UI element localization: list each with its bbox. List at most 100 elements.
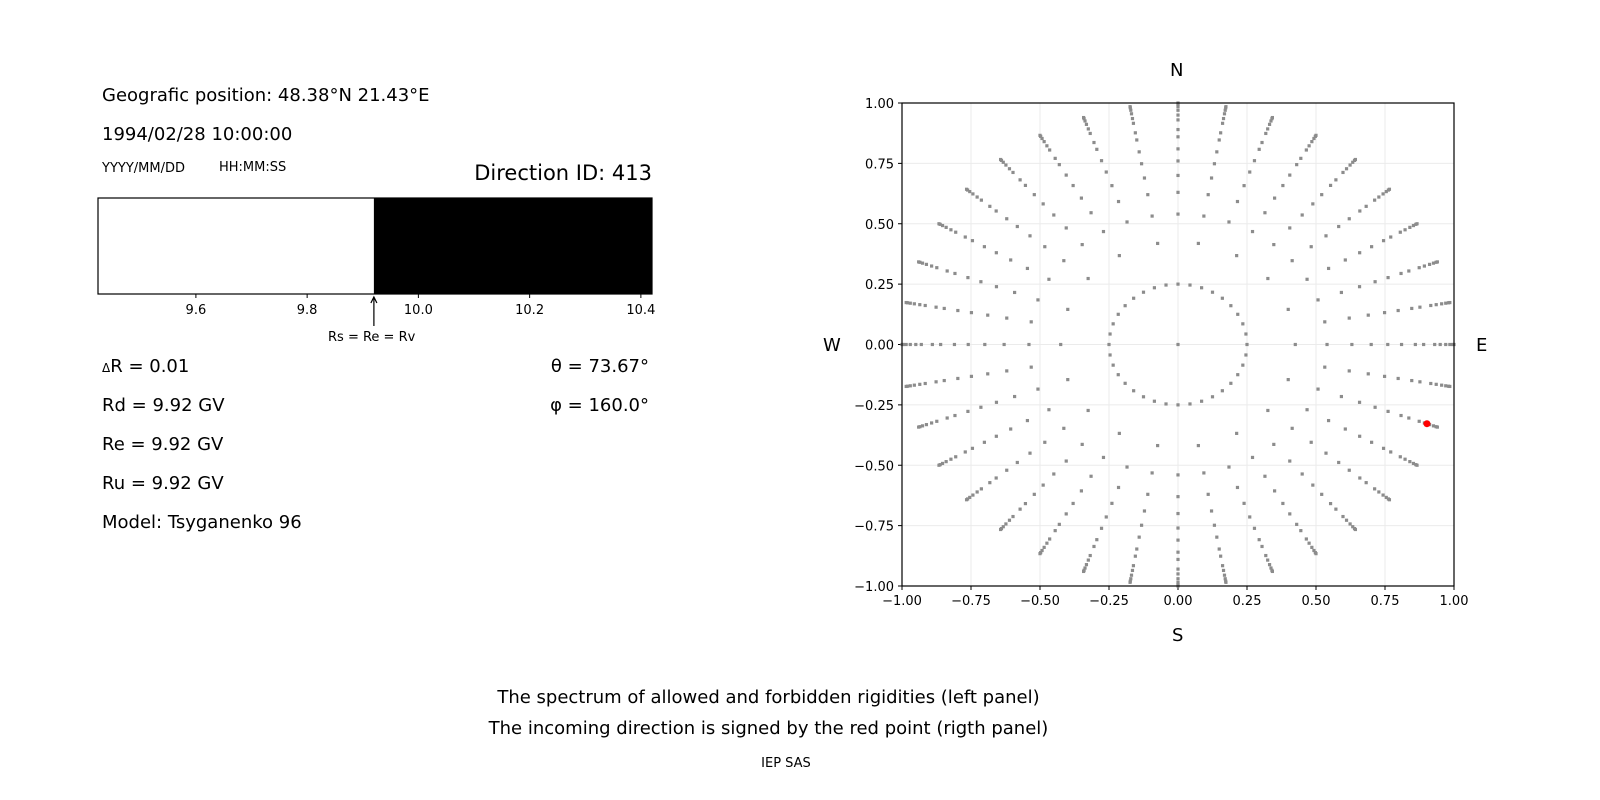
- grid-point: [1164, 402, 1168, 406]
- grid-point: [930, 342, 934, 347]
- grid-point: [930, 421, 934, 425]
- grid-point: [1128, 580, 1132, 584]
- grid-point: [1304, 148, 1308, 152]
- grid-point: [1092, 140, 1096, 145]
- grid-point: [940, 461, 945, 466]
- grid-point: [1448, 300, 1452, 305]
- grid-point: [1007, 167, 1012, 171]
- delta-r: ΔR = 0.01: [102, 356, 189, 377]
- grid-point: [1341, 170, 1345, 175]
- grid-point: [1314, 133, 1318, 137]
- grid-point: [1129, 108, 1133, 112]
- grid-point: [1373, 198, 1377, 202]
- grid-point: [1123, 381, 1127, 385]
- grid-point: [1435, 260, 1439, 264]
- grid-point: [1264, 131, 1268, 136]
- grid-point: [1266, 127, 1270, 131]
- grid-point: [1235, 431, 1239, 435]
- y-tick-label: 0.00: [865, 339, 894, 354]
- grid-point: [930, 264, 934, 268]
- grid-point: [1399, 342, 1404, 347]
- grid-point: [994, 285, 999, 289]
- grid-point: [1418, 305, 1422, 309]
- grid-point: [1176, 135, 1180, 139]
- grid-point: [1176, 538, 1180, 542]
- grid-point: [1176, 473, 1180, 477]
- grid-point: [1133, 131, 1137, 135]
- grid-point: [1334, 507, 1338, 511]
- grid-point: [1444, 301, 1448, 305]
- grid-point: [1431, 424, 1436, 428]
- grid-point: [983, 342, 987, 347]
- grid-point: [1422, 264, 1426, 268]
- grid-point: [1381, 446, 1386, 450]
- grid-point: [1326, 266, 1331, 271]
- grid-point: [1288, 173, 1292, 177]
- grid-point: [954, 455, 958, 459]
- re-value: Re = 9.92 GV: [102, 434, 224, 455]
- grid-point: [1369, 342, 1373, 347]
- grid-point: [1351, 525, 1355, 529]
- grid-point: [1013, 394, 1017, 399]
- credit: IEP SAS: [761, 756, 811, 771]
- grid-point: [979, 198, 983, 202]
- grid-point: [1108, 332, 1112, 336]
- time-format-label: HH:MM:SS: [219, 160, 287, 175]
- grid-point: [1373, 487, 1377, 491]
- grid-point: [1057, 522, 1061, 526]
- grid-point: [1007, 518, 1012, 522]
- theta-value: θ = 73.67°: [550, 356, 649, 377]
- grid-point: [1082, 115, 1086, 120]
- grid-point: [986, 313, 990, 317]
- grid-point: [1316, 387, 1320, 391]
- grid-point: [1132, 296, 1136, 300]
- grid-point: [1370, 440, 1374, 444]
- grid-point: [1089, 474, 1093, 478]
- grid-point: [1387, 187, 1392, 191]
- grid-point: [1146, 193, 1150, 197]
- grid-point: [994, 251, 998, 255]
- grid-point: [1202, 471, 1206, 475]
- grid-point: [1210, 290, 1215, 294]
- grid-point: [1018, 178, 1022, 182]
- grid-point: [1290, 426, 1294, 430]
- grid-point: [1300, 213, 1304, 217]
- grid-point: [998, 527, 1003, 532]
- grid-point: [1116, 199, 1121, 204]
- grid-point: [1281, 501, 1285, 506]
- grid-point: [1334, 178, 1338, 182]
- grid-point: [1270, 569, 1274, 574]
- grid-point: [1328, 183, 1333, 188]
- grid-point: [1248, 515, 1252, 519]
- x-tick-label: 10.4: [626, 303, 655, 318]
- grid-point: [1273, 196, 1277, 200]
- grid-point: [1176, 567, 1180, 571]
- grid-point: [912, 302, 916, 306]
- grid-point: [1267, 563, 1272, 567]
- grid-point: [917, 425, 921, 429]
- grid-point: [968, 495, 972, 500]
- grid-point: [1176, 342, 1180, 347]
- grid-point: [1224, 580, 1228, 584]
- grid-point: [1110, 184, 1114, 188]
- delta-r-value: R = 0.01: [110, 356, 190, 377]
- grid-point: [1347, 217, 1351, 221]
- grid-point: [1364, 481, 1368, 485]
- grid-point: [934, 305, 938, 309]
- grid-point: [1053, 529, 1057, 533]
- grid-point: [1223, 577, 1227, 581]
- grid-point: [1304, 537, 1308, 541]
- grid-point: [1088, 131, 1092, 136]
- grid-point: [1001, 525, 1005, 529]
- model-name: Model: Tsyganenko 96: [102, 512, 302, 533]
- grid-point: [1429, 303, 1433, 308]
- grid-point: [1064, 226, 1068, 230]
- grid-point: [1141, 290, 1146, 294]
- grid-point: [1245, 342, 1249, 347]
- grid-point: [1235, 254, 1239, 258]
- grid-point: [1043, 245, 1047, 249]
- grid-point: [1269, 119, 1273, 123]
- grid-point: [1052, 213, 1056, 217]
- grid-point: [1307, 541, 1311, 545]
- grid-point: [1217, 547, 1221, 551]
